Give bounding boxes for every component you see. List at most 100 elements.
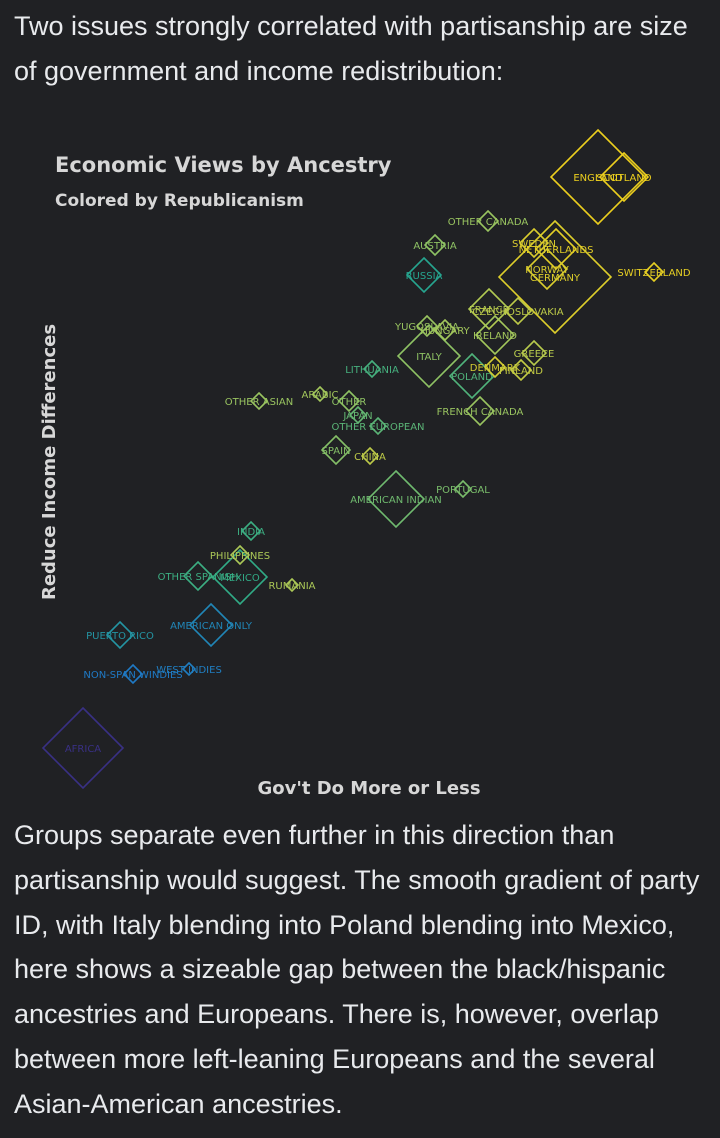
point-label: FRENCH CANADA (437, 407, 524, 418)
point-label: PHILIPPINES (210, 551, 270, 562)
x-axis-label: Gov't Do More or Less (257, 778, 480, 799)
point-label: DENMARK (470, 363, 521, 374)
point-label: CZECHOSLOVAKIA (472, 307, 563, 318)
point-label: MEXICO (220, 573, 260, 584)
point-marker (41, 706, 125, 790)
point-american-only: AMERICAN ONLY (170, 602, 253, 648)
point-marker (476, 209, 500, 233)
point-england: ENGLAND (549, 128, 647, 226)
point-philippines: PHILIPPINES (210, 544, 270, 566)
point-marker (518, 227, 550, 259)
y-axis-label: Reduce Income Differences (39, 324, 60, 600)
point-norway: NORWAY (525, 247, 570, 291)
point-marker (643, 261, 665, 283)
point-label: GREECE (514, 349, 555, 360)
point-sweden: SWEDEN (512, 227, 556, 259)
point-netherlands: NETHERLANDS (519, 227, 594, 271)
economic-views-chart: Economic Views by Ancestry Colored by Re… (39, 128, 691, 799)
point-marker (534, 227, 578, 271)
point-marker (311, 385, 329, 403)
point-marker (211, 548, 269, 606)
point-label: AUSTRIA (413, 241, 457, 252)
point-label: AMERICAN ONLY (170, 621, 253, 632)
point-marker (464, 395, 496, 427)
point-label: JAPAN (342, 411, 372, 422)
point-label: INDIA (237, 527, 265, 538)
point-label: POLAND (451, 372, 493, 383)
point-portugal: PORTUGAL (436, 479, 490, 499)
point-marker (182, 560, 214, 592)
point-arabic: ARABIC (301, 385, 339, 403)
chart-title: Economic Views by Ancestry (55, 153, 392, 177)
point-other: OTHER (332, 389, 366, 413)
point-label: OTHER ASIAN (225, 397, 293, 408)
point-mexico: MEXICO (211, 548, 269, 606)
data-points: GERMANY ENGLAND AFRICA ITALY AMERICAN INDIAN… (41, 128, 691, 790)
point-label: OTHER SPANISH (158, 572, 239, 583)
point-marker (497, 219, 613, 335)
point-marker (181, 661, 197, 677)
point-label: CHINA (354, 452, 386, 463)
point-puerto-rico: PUERTO RICO (86, 620, 154, 650)
point-finland: FINLAND (499, 358, 543, 382)
point-label: NON-SPAN WINDIES (83, 670, 182, 681)
point-marker (249, 391, 269, 411)
point-marker (598, 151, 650, 203)
point-label: SWEDEN (512, 239, 556, 250)
point-west-indies: WEST INDIES (156, 661, 222, 677)
point-czechoslovakia: CZECHOSLOVAKIA (472, 296, 564, 326)
point-hungary: HUNGARY (420, 318, 471, 342)
point-china: CHINA (354, 446, 386, 466)
point-ireland: IRELAND (473, 314, 517, 356)
point-japan: JAPAN (342, 405, 373, 425)
point-poland: POLAND (448, 352, 496, 400)
point-label: YUGOSLAVIA (394, 322, 459, 333)
point-label: ITALY (416, 352, 442, 363)
point-label: ARABIC (301, 390, 338, 401)
point-label: SPAIN (321, 446, 350, 457)
point-french-canada: FRENCH CANADA (437, 395, 524, 427)
point-label: AFRICA (65, 744, 101, 755)
point-label: LITHUANIA (345, 365, 399, 376)
point-label: SCOTLAND (596, 173, 651, 184)
point-label: NETHERLANDS (519, 245, 594, 256)
point-marker (105, 620, 135, 650)
point-marker (453, 479, 473, 499)
point-label: PUERTO RICO (86, 631, 154, 642)
point-other-asian: OTHER ASIAN (225, 391, 293, 411)
point-switzerland: SWITZERLAND (617, 261, 691, 283)
point-marker (396, 323, 462, 389)
outro-paragraph: Groups separate even further in this dir… (14, 820, 700, 1119)
point-marker (415, 314, 439, 338)
point-marker (433, 318, 457, 342)
point-label: OTHER EUROPEAN (331, 422, 424, 433)
point-label: RUSSIA (406, 271, 443, 282)
point-marker (503, 296, 533, 326)
point-marker (188, 602, 234, 648)
point-africa: AFRICA (41, 706, 125, 790)
point-label: RUMANIA (268, 581, 315, 592)
point-marker (240, 520, 262, 542)
point-non-span-windies: NON-SPAN WINDIES (83, 663, 183, 685)
point-marker (474, 314, 516, 356)
point-other-european: OTHER EUROPEAN (331, 416, 425, 436)
point-label: PORTUGAL (436, 485, 490, 496)
point-austria: AUSTRIA (413, 233, 457, 257)
point-germany: GERMANY (497, 219, 613, 335)
point-label: HUNGARY (420, 326, 470, 337)
point-other-spanish: OTHER SPANISH (158, 560, 239, 592)
point-scotland: SCOTLAND (596, 151, 652, 203)
point-marker (320, 434, 352, 466)
point-marker (284, 577, 300, 593)
point-spain: SPAIN (320, 434, 352, 466)
point-marker (362, 359, 382, 379)
point-label: SWITZERLAND (617, 268, 691, 279)
point-marker (337, 389, 361, 413)
point-marker (122, 663, 144, 685)
point-marker (360, 446, 380, 466)
point-marker (509, 358, 533, 382)
chart-subtitle: Colored by Republicanism (55, 191, 304, 211)
point-marker (525, 247, 569, 291)
point-marker (423, 233, 447, 257)
point-label: WEST INDIES (156, 665, 222, 676)
